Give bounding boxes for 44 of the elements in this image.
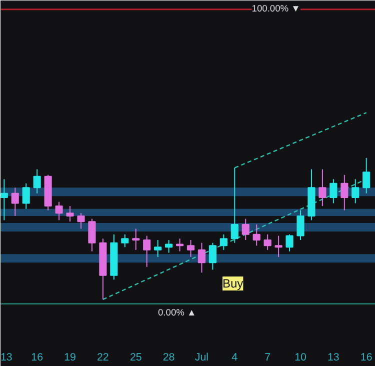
candlestick [22,182,30,210]
candlestick [66,206,74,222]
x-tick-label: 7 [264,352,271,364]
candlestick [274,235,282,258]
candlestick [352,178,360,204]
annotation: Buy [222,276,244,290]
candlestick [208,242,216,270]
x-tick-label: 16 [31,352,44,364]
candlestick [252,224,260,246]
ref-line-label: 0.00% ▲ [158,308,196,318]
x-tick-label: 25 [130,352,142,364]
candlestick [220,234,228,250]
candlestick [121,234,129,248]
x-tick-label: Jul [194,352,209,364]
candlestick [286,234,294,252]
x-tick-label: 28 [162,352,175,364]
candlestick [143,235,151,268]
candlestick [340,174,348,211]
x-tick-label: 4 [232,352,238,364]
candlestick [11,187,19,216]
candlestick [132,228,140,250]
x-tick-label: 16 [360,352,372,364]
candlestick [198,242,206,274]
x-tick-label: 13 [328,352,340,364]
candlestick [186,240,195,258]
candlestick [33,168,41,194]
candlestick [0,178,8,221]
candlestick [330,178,338,204]
candlestick [77,212,85,230]
candlestick [296,210,304,241]
candlestick [318,168,326,207]
x-tick-label: 10 [294,352,306,364]
candlestick [362,157,370,194]
candlestick [88,218,96,252]
x-tick-label: 22 [97,352,109,364]
candlestick [242,218,250,241]
candlestick [154,240,162,258]
candlestick [264,234,272,250]
ref-line-label: 100.00% ▼ [252,3,300,14]
x-tick-label: 13 [0,352,12,364]
candlestick [230,167,238,244]
candlestick [165,240,173,254]
x-tick-label: 19 [64,352,76,364]
candlestick [55,201,63,221]
